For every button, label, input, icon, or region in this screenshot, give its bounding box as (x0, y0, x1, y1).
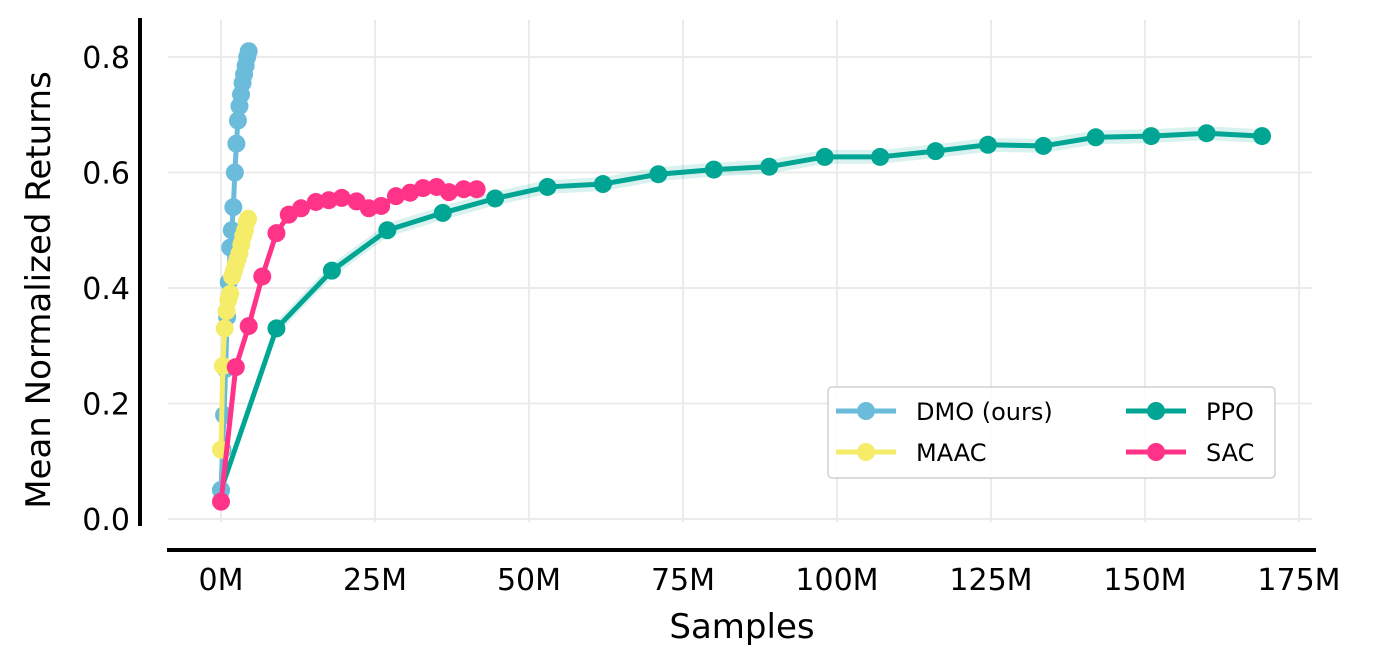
maac-point (221, 284, 240, 303)
sac-point (239, 317, 258, 336)
ppo-point (1253, 127, 1272, 146)
x-tick-label: 25M (343, 563, 407, 598)
sac-point (386, 187, 405, 206)
y-tick-label: 0.6 (82, 157, 130, 192)
maac-point (213, 356, 232, 375)
legend-label-sac: SAC (1206, 439, 1254, 467)
y-tick-label: 0.8 (82, 41, 130, 76)
dmo-ours-point (225, 163, 244, 182)
legend-label-dmo-ours: DMO (ours) (916, 398, 1053, 426)
ppo-point (649, 165, 668, 184)
ppo-point (760, 157, 779, 176)
x-tick-labels: 0M 25M 50M 75M 100M 125M 150M 175M (199, 563, 1341, 598)
series-sac (212, 177, 486, 511)
ppo-point (322, 261, 341, 280)
y-tick-label: 0.0 (82, 503, 130, 538)
ppo-point (871, 147, 890, 166)
sac-point (292, 199, 311, 218)
dmo-ours-point (224, 198, 243, 217)
ppo-point (704, 160, 723, 179)
ppo-point (926, 142, 945, 161)
x-tick-label: 100M (795, 563, 878, 598)
y-tick-label: 0.4 (82, 272, 130, 307)
sac-point (267, 224, 286, 243)
y-axis-label: Mean Normalized Returns (19, 71, 59, 509)
y-tick-labels: 0.0 0.2 0.4 0.6 0.8 (82, 41, 130, 538)
series-ppo (212, 124, 1272, 500)
ppo-point (538, 177, 557, 196)
ppo-point (593, 175, 612, 194)
legend-marker-sac (1147, 443, 1165, 461)
legend-label-maac: MAAC (916, 439, 987, 467)
dmo-ours-point (239, 42, 258, 61)
x-tick-label: 150M (1103, 563, 1186, 598)
x-axis-label: Samples (669, 607, 814, 647)
dmo-ours-point (228, 111, 247, 130)
x-tick-label: 50M (497, 563, 561, 598)
dmo-ours-point (227, 134, 246, 153)
x-tick-label: 125M (949, 563, 1032, 598)
maac-point (215, 319, 234, 338)
sac-point (467, 180, 486, 199)
x-tick-label: 175M (1257, 563, 1340, 598)
sac-point (253, 267, 272, 286)
legend-label-ppo: PPO (1206, 398, 1254, 426)
ppo-point (1142, 127, 1161, 146)
sac-point (332, 188, 351, 207)
series-maac (212, 209, 258, 459)
x-tick-label: 0M (199, 563, 244, 598)
ppo-point (267, 319, 286, 338)
ppo-point (378, 221, 397, 240)
ppo-point (486, 189, 505, 208)
legend-marker-ppo (1147, 402, 1165, 420)
ppo-point (1197, 124, 1216, 143)
x-tick-label: 75M (651, 563, 715, 598)
sac-point (439, 183, 458, 202)
sac-point (212, 492, 230, 511)
maac-point (239, 209, 258, 228)
series-group (212, 42, 1272, 511)
sac-point (226, 358, 245, 377)
sac-band (221, 182, 477, 503)
sac-point (414, 179, 433, 198)
sac-line (218, 184, 477, 502)
sac-point (372, 196, 391, 215)
ppo-point (1034, 136, 1053, 155)
y-tick-label: 0.2 (82, 388, 130, 423)
legend-marker-maac (857, 443, 875, 461)
legend-marker-dmo-ours (857, 402, 875, 420)
ppo-point (978, 135, 997, 154)
sac-point (454, 180, 473, 199)
ppo-point (433, 203, 452, 222)
ppo-point (815, 147, 834, 166)
legend: DMO (ours) MAAC PPO SAC (827, 386, 1276, 479)
ppo-point (1086, 128, 1105, 147)
